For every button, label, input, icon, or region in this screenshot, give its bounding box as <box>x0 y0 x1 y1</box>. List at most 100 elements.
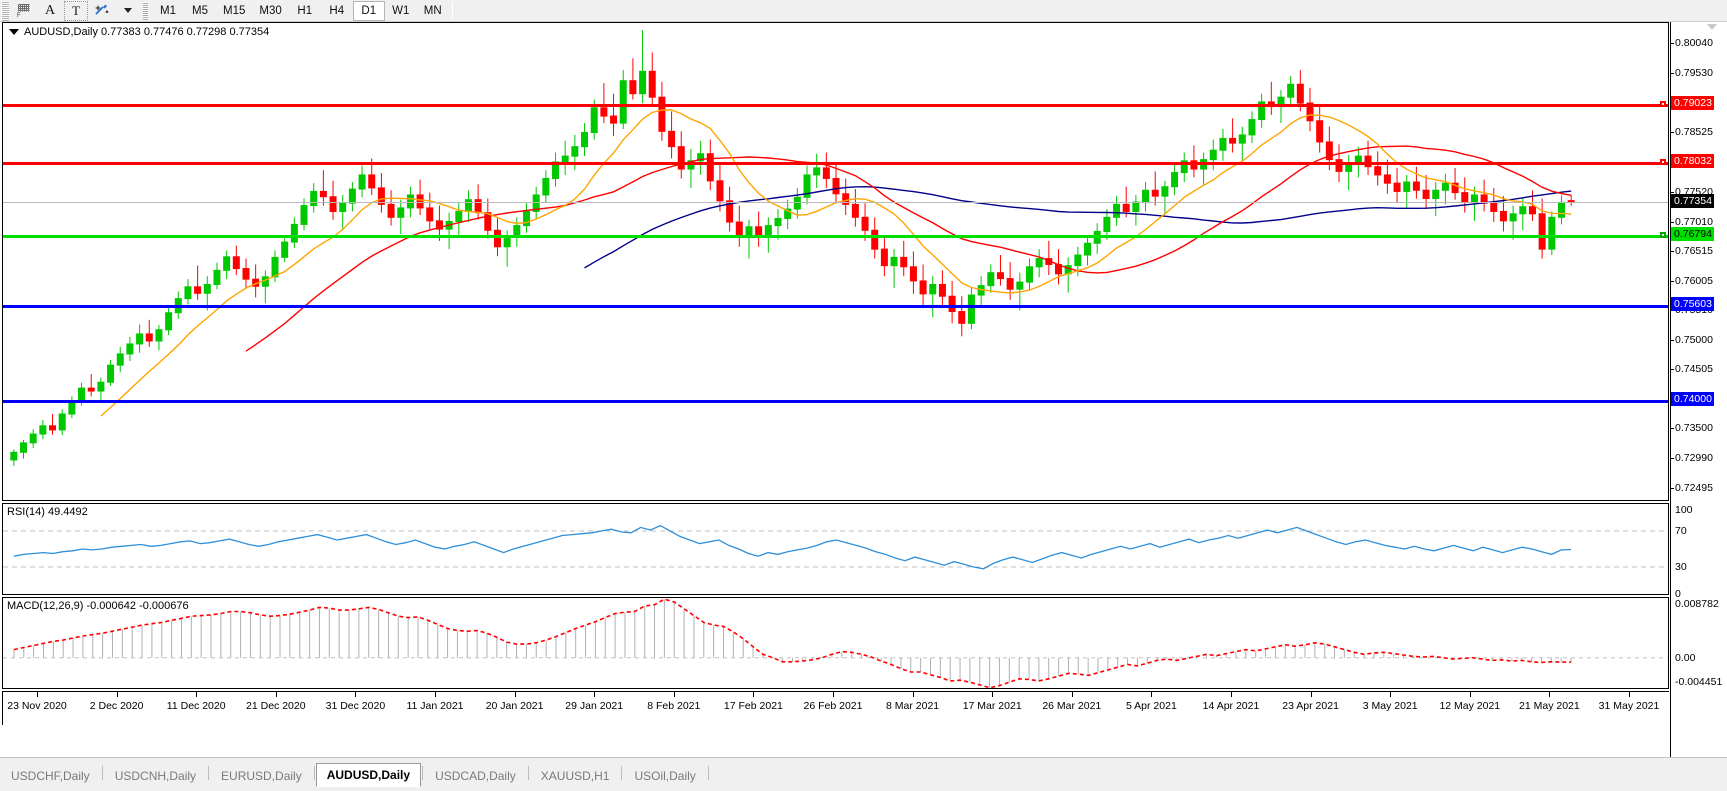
date-tick <box>673 691 675 697</box>
date-label: 23 Nov 2020 <box>7 700 67 712</box>
level-anchor-0.76794[interactable] <box>1660 232 1666 239</box>
chart-tab-usdcnh-daily[interactable]: USDCNH,Daily <box>114 769 197 783</box>
timeframe-d1[interactable]: D1 <box>352 0 385 21</box>
date-label: 17 Feb 2021 <box>723 700 783 712</box>
date-tick <box>1469 691 1471 697</box>
rsi-tick-label: 30 <box>1675 561 1687 573</box>
price-tick-label: 0.78525 <box>1675 126 1713 139</box>
price-tick-label: 0.77010 <box>1675 215 1713 228</box>
date-tick <box>435 691 436 697</box>
level-line-0.76794[interactable] <box>3 235 1668 239</box>
timeframe-m15[interactable]: M15 <box>223 4 246 17</box>
price-tag-green[interactable]: 0.76794 <box>1671 227 1714 242</box>
date-label: 5 Apr 2021 <box>1125 700 1177 712</box>
level-line-0.74[interactable] <box>3 399 1668 403</box>
chart-area: AUDUSD,Daily 0.77383 0.77476 0.77298 0.7… <box>0 22 1727 757</box>
price-tick-mark <box>1670 132 1674 134</box>
timeframe-m5[interactable]: M5 <box>192 4 208 17</box>
rsi-tick-label: 70 <box>1675 525 1687 537</box>
date-tick <box>992 691 994 697</box>
date-label: 8 Feb 2021 <box>647 700 701 712</box>
price-tag-red[interactable]: 0.79023 <box>1671 96 1714 111</box>
date-tick <box>116 691 118 697</box>
macd-tick-label: 0.00 <box>1675 651 1696 664</box>
price-pane[interactable]: AUDUSD,Daily 0.77383 0.77476 0.77298 0.7… <box>2 22 1669 501</box>
timeframe-mn[interactable]: MN <box>423 4 442 17</box>
level-anchor-0.78032[interactable] <box>1660 159 1666 166</box>
level-anchor-0.79023[interactable] <box>1660 101 1666 108</box>
drawing-tools-dropdown-caret-icon[interactable] <box>116 1 140 21</box>
tab-divider <box>621 766 623 780</box>
price-tick-mark <box>1670 73 1674 75</box>
price-tick-mark <box>1670 280 1674 282</box>
tab-divider <box>707 766 709 780</box>
price-tick-mark <box>1670 428 1674 430</box>
chart-tab-xauusd-h1[interactable]: XAUUSD,H1 <box>540 769 610 783</box>
collapse-caret-icon[interactable] <box>9 29 19 35</box>
rsi-pane[interactable]: RSI(14) 49.4492 <box>2 503 1669 595</box>
date-label: 17 Mar 2021 <box>962 700 1022 712</box>
drawing-tools-icon[interactable] <box>90 1 114 21</box>
date-label: 26 Feb 2021 <box>803 700 863 712</box>
time-scale-axis[interactable]: 23 Nov 2020 2 Dec 2020 11 Dec 2020 21 Dec 2… <box>2 691 1669 725</box>
rsi-canvas <box>3 524 1668 570</box>
macd-pane[interactable]: MACD(12,26,9) -0.000642 -0.000676 <box>2 597 1669 689</box>
timeframe-m30[interactable]: M30 <box>259 4 282 17</box>
tab-divider <box>208 766 210 780</box>
time-axis-line <box>3 691 1669 692</box>
date-tick <box>1390 691 1392 697</box>
date-label: 20 Jan 2021 <box>485 700 544 712</box>
timeframe-w1[interactable]: W1 <box>392 4 410 17</box>
timeframe-group-grip[interactable] <box>143 1 148 20</box>
tab-divider <box>313 766 315 780</box>
timeframe-h4[interactable]: H4 <box>329 4 345 17</box>
price-tag-blue[interactable]: 0.74000 <box>1671 391 1714 406</box>
date-tick <box>1310 691 1312 697</box>
chart-tab-audusd-daily[interactable]: AUDUSD,Daily <box>315 763 422 787</box>
price-scale-axis[interactable]: 0.80040 0.79530 0.78525 0.77520 0.77010 0.765… <box>1670 22 1727 757</box>
date-label: 26 Mar 2021 <box>1042 700 1102 712</box>
date-tick <box>1071 691 1073 697</box>
price-tick-mark <box>1670 487 1674 489</box>
date-tick <box>355 691 357 697</box>
date-label: 21 May 2021 <box>1519 700 1580 712</box>
text-label-icon[interactable]: A <box>44 2 56 18</box>
chart-tab-usoil-daily[interactable]: USOil,Daily <box>634 769 696 783</box>
price-tick-mark <box>1670 340 1674 341</box>
date-label: 21 Dec 2020 <box>246 700 306 712</box>
toolbar-grip[interactable] <box>1 0 9 21</box>
date-label: 12 May 2021 <box>1439 700 1501 712</box>
scroll-indicator-icon[interactable] <box>1707 24 1717 30</box>
level-line-0.77354[interactable] <box>3 202 1668 204</box>
price-tag-blue[interactable]: 0.75603 <box>1671 297 1714 312</box>
date-tick <box>514 691 516 697</box>
level-line-0.75603[interactable] <box>3 305 1668 309</box>
macd-canvas <box>3 598 1668 688</box>
rsi-indicator-label: RSI(14) 49.4492 <box>7 506 88 518</box>
tab-divider <box>527 766 529 780</box>
symbol-header-text: AUDUSD,Daily 0.77383 0.77476 0.77298 0.7… <box>24 26 270 38</box>
level-line-0.79023[interactable] <box>3 104 1668 108</box>
price-tick-label: 0.76005 <box>1675 274 1713 287</box>
price-tick-mark <box>1670 43 1674 45</box>
text-object-icon[interactable]: T <box>64 0 88 21</box>
price-tick-mark <box>1670 369 1674 371</box>
date-tick <box>912 691 914 697</box>
price-tick-label: 0.72495 <box>1675 481 1713 494</box>
level-line-0.78032[interactable] <box>3 162 1668 166</box>
price-tag-black[interactable]: 0.77354 <box>1671 194 1714 209</box>
date-tick <box>753 691 755 697</box>
timeframe-h1[interactable]: H1 <box>297 4 313 17</box>
price-tick-mark <box>1670 250 1674 252</box>
date-tick <box>833 691 834 697</box>
chart-tab-bar: USDCHF,Daily USDCNH,Daily EURUSD,Daily AUDU… <box>0 757 1727 791</box>
chart-tab-usdcad-daily[interactable]: USDCAD,Daily <box>435 769 516 783</box>
crosshair-grid-icon[interactable]: F <box>12 1 36 21</box>
timeframe-m1[interactable]: M1 <box>160 4 176 17</box>
chart-tab-usdchf-daily[interactable]: USDCHF,Daily <box>11 769 90 783</box>
price-candlestick-canvas[interactable] <box>3 23 1668 500</box>
price-tag-red[interactable]: 0.78032 <box>1671 154 1714 169</box>
date-tick <box>1231 691 1232 697</box>
chart-tab-eurusd-daily[interactable]: EURUSD,Daily <box>221 769 302 783</box>
date-label: 11 Dec 2020 <box>166 700 226 712</box>
